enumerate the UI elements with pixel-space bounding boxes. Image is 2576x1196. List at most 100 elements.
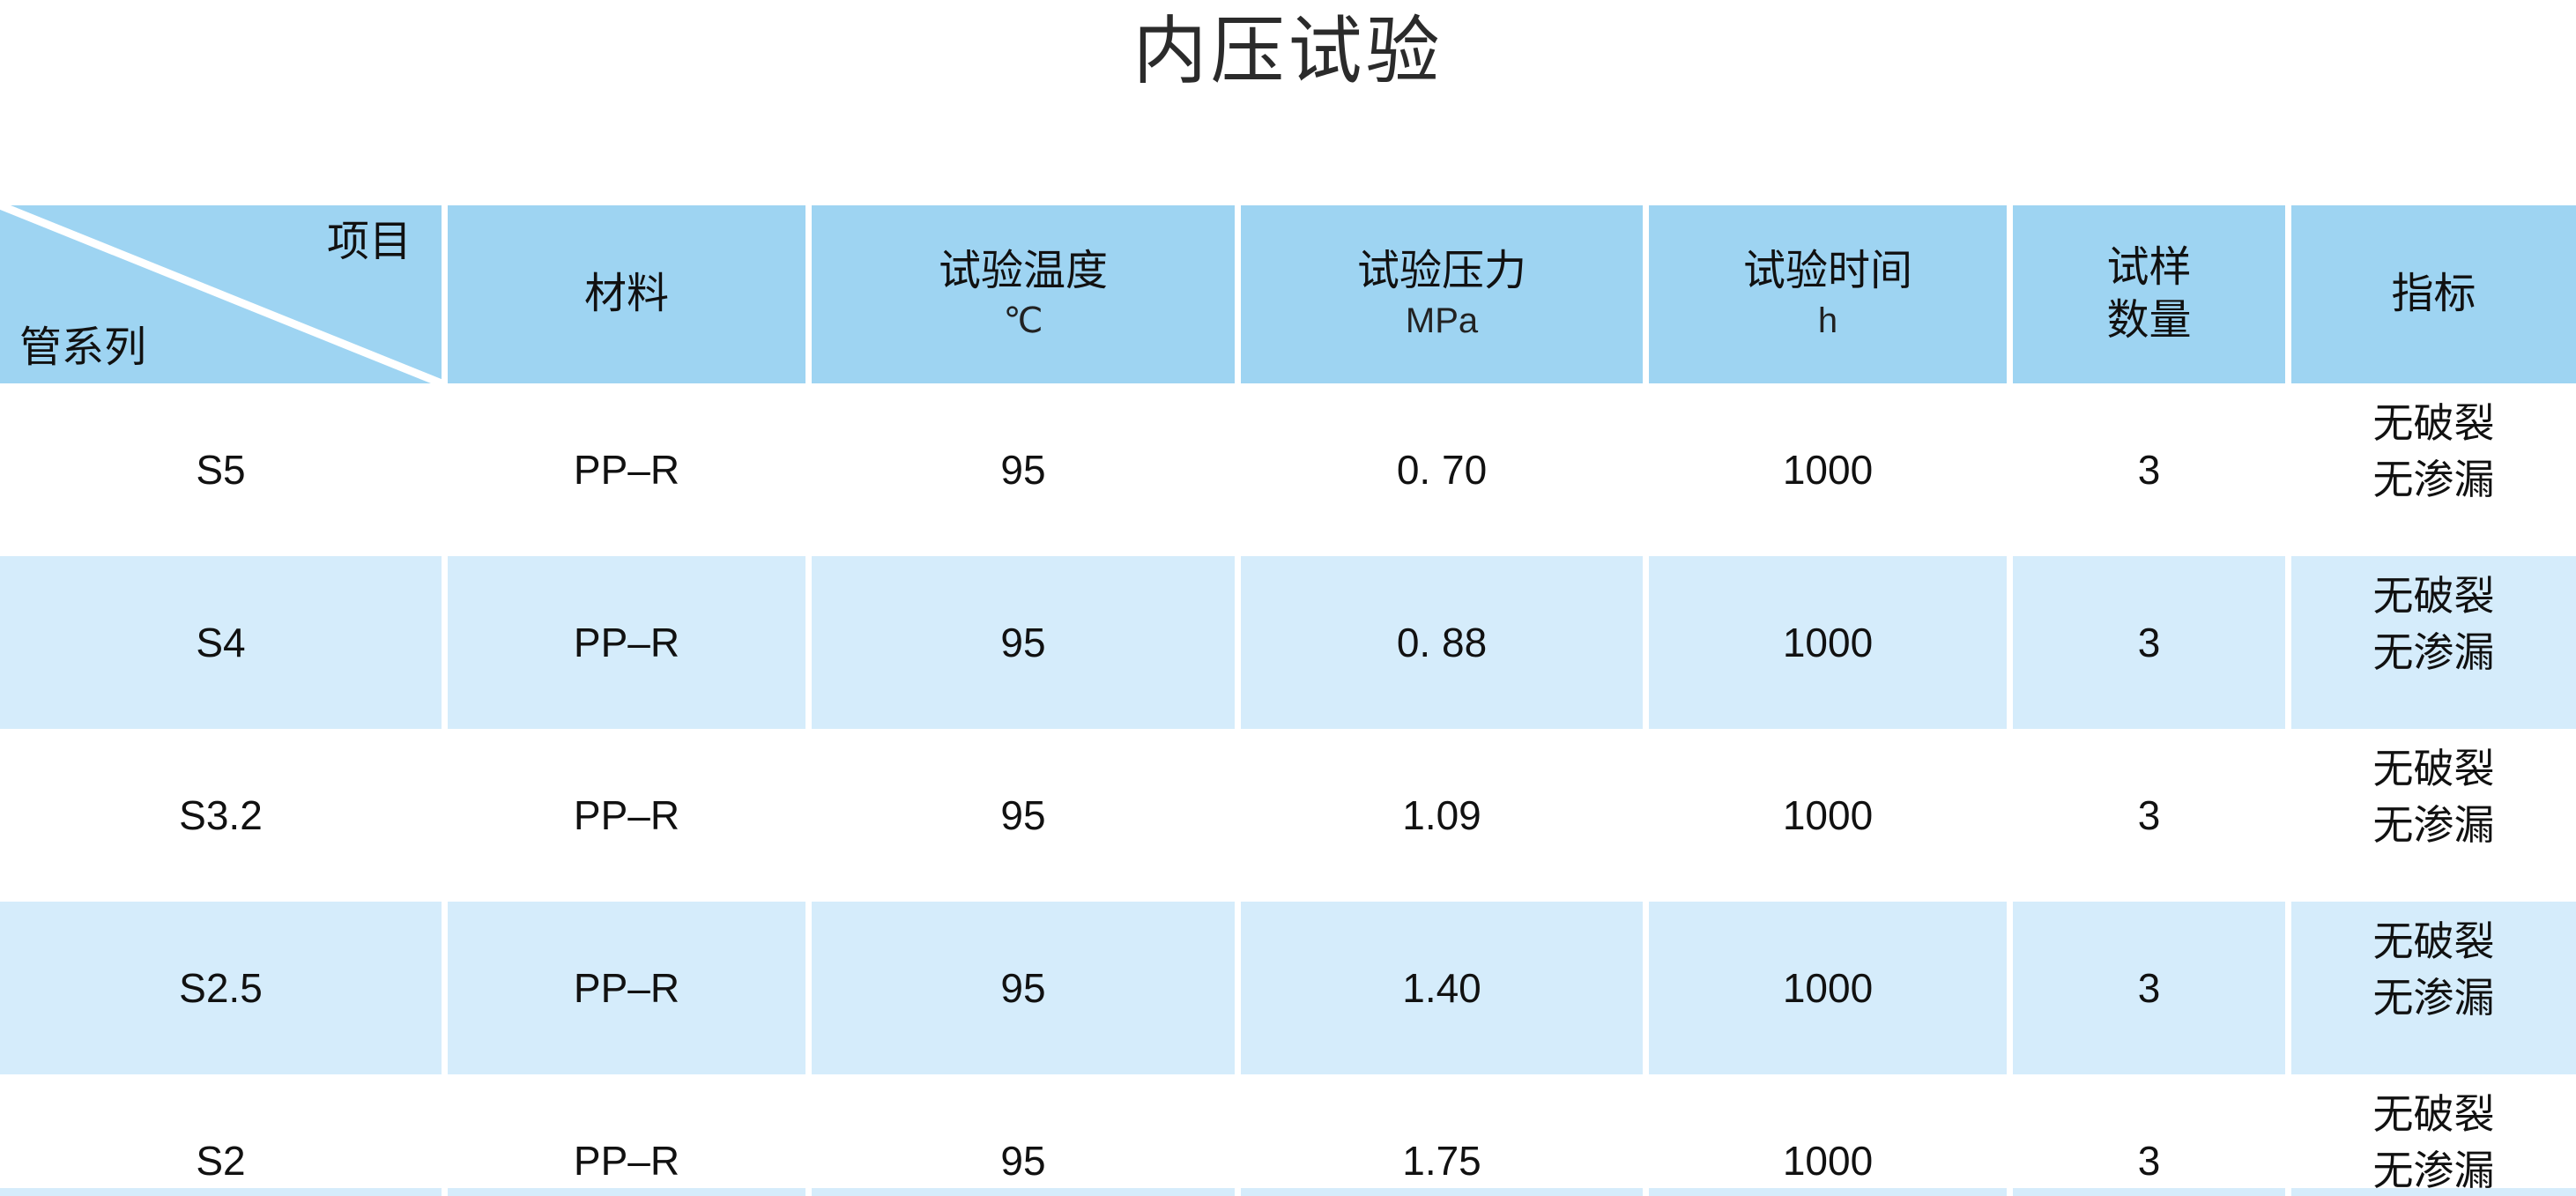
value-temperature: 95 [1000,965,1046,1011]
cell-material: PP–R [448,383,812,556]
cell-pipe-series: S5 [0,383,448,556]
header-label-indicator: 指标 [2391,271,2476,317]
table-row: S2.5 PP–R 95 1.40 1000 3 无破裂 无渗漏 [0,902,2576,1074]
header-unit-pressure: MPa [1405,301,1479,340]
cell-sample-count: 3 [2013,902,2291,1074]
cell-pipe-series: S2.5 [0,902,448,1074]
header-label-time: 试验时间 [1742,248,1912,294]
value-sample-count: 3 [2137,620,2161,665]
next-row-sliver-cell [2013,1188,2291,1196]
value-pipe-series: S2 [196,1138,246,1184]
cell-pressure: 1.75 [1241,1074,1649,1196]
value-temperature: 95 [1000,620,1046,665]
header-cell-temperature: 试验温度 ℃ [812,205,1241,383]
value-pressure: 1.75 [1402,1138,1481,1184]
cell-temperature: 95 [812,556,1241,729]
value-pressure: 0. 88 [1396,620,1488,665]
cell-pressure: 1.09 [1241,729,1649,902]
header-cell-indicator: 指标 [2291,205,2576,383]
cell-sample-count: 3 [2013,729,2291,902]
header-label-material: 材料 [583,271,669,317]
value-material: PP–R [573,447,680,493]
internal-pressure-test-table: 项目 管系列 材料 试验温度 ℃ 试验压力 MPa 试验时间 h 试样 数量 [0,205,2576,1196]
value-indicator-line2: 无渗漏 [2372,457,2495,502]
corner-header-cell: 项目 管系列 [0,205,448,383]
value-sample-count: 3 [2137,447,2161,493]
cell-indicator: 无破裂 无渗漏 [2291,729,2576,902]
next-row-sliver-cell [448,1188,812,1196]
value-pipe-series: S4 [196,620,246,665]
value-indicator-line1: 无破裂 [2372,1091,2495,1137]
cell-pipe-series: S3.2 [0,729,448,902]
next-row-sliver [0,1188,2576,1196]
value-temperature: 95 [1000,792,1046,838]
header-cell-material: 材料 [448,205,812,383]
cell-indicator: 无破裂 无渗漏 [2291,902,2576,1074]
cell-temperature: 95 [812,1074,1241,1196]
next-row-sliver-cell [1649,1188,2013,1196]
cell-indicator: 无破裂 无渗漏 [2291,1074,2576,1196]
value-time: 1000 [1782,620,1874,665]
cell-sample-count: 3 [2013,556,2291,729]
next-row-sliver-cell [812,1188,1241,1196]
cell-time: 1000 [1649,383,2013,556]
cell-pressure: 0. 88 [1241,556,1649,729]
value-material: PP–R [573,1138,680,1184]
cell-indicator: 无破裂 无渗漏 [2291,383,2576,556]
corner-header-series-label: 管系列 [19,324,147,371]
cell-time: 1000 [1649,556,2013,729]
cell-temperature: 95 [812,902,1241,1074]
next-row-sliver-cell [1241,1188,1649,1196]
value-material: PP–R [573,620,680,665]
value-indicator-line2: 无渗漏 [2372,1148,2495,1193]
cell-pressure: 1.40 [1241,902,1649,1074]
cell-time: 1000 [1649,1074,2013,1196]
value-time: 1000 [1782,792,1874,838]
value-indicator-line2: 无渗漏 [2372,975,2495,1021]
next-row-sliver-cell [2291,1188,2576,1196]
cell-indicator: 无破裂 无渗漏 [2291,556,2576,729]
value-material: PP–R [573,965,680,1011]
value-indicator-line1: 无破裂 [2372,746,2495,791]
table-row: S2 PP–R 95 1.75 1000 3 无破裂 无渗漏 [0,1074,2576,1196]
cell-sample-count: 3 [2013,383,2291,556]
header-cell-time: 试验时间 h [1649,205,2013,383]
value-indicator-line1: 无破裂 [2372,573,2495,619]
page-title: 内压试验 [1132,10,1444,93]
value-time: 1000 [1782,965,1874,1011]
value-pipe-series: S5 [196,447,246,493]
header-unit-temperature: ℃ [1003,301,1043,340]
value-pressure: 1.40 [1402,965,1481,1011]
cell-material: PP–R [448,556,812,729]
cell-pressure: 0. 70 [1241,383,1649,556]
header-cell-sample-count: 试样 数量 [2013,205,2291,383]
header-label-temperature: 试验温度 [938,248,1108,294]
value-indicator-line1: 无破裂 [2372,918,2495,964]
next-row-sliver-cell [0,1188,448,1196]
header-label-sample-count-line2: 数量 [2106,297,2192,344]
cell-time: 1000 [1649,729,2013,902]
table-header-row: 项目 管系列 材料 试验温度 ℃ 试验压力 MPa 试验时间 h 试样 数量 [0,205,2576,383]
table-row: S5 PP–R 95 0. 70 1000 3 无破裂 无渗漏 [0,383,2576,556]
value-pipe-series: S2.5 [179,965,263,1011]
cell-temperature: 95 [812,729,1241,902]
header-label-sample-count-line1: 试样 [2106,244,2192,291]
value-time: 1000 [1782,447,1874,493]
value-sample-count: 3 [2137,965,2161,1011]
header-cell-pressure: 试验压力 MPa [1241,205,1649,383]
value-temperature: 95 [1000,1138,1046,1184]
header-unit-time: h [1817,301,1838,340]
table-row: S3.2 PP–R 95 1.09 1000 3 无破裂 无渗漏 [0,729,2576,902]
value-pipe-series: S3.2 [179,792,263,838]
cell-material: PP–R [448,729,812,902]
value-pressure: 1.09 [1402,792,1481,838]
cell-sample-count: 3 [2013,1074,2291,1196]
value-indicator-line2: 无渗漏 [2372,629,2495,675]
value-sample-count: 3 [2137,1138,2161,1184]
cell-pipe-series: S4 [0,556,448,729]
value-time: 1000 [1782,1138,1874,1184]
cell-temperature: 95 [812,383,1241,556]
value-indicator-line2: 无渗漏 [2372,802,2495,848]
table-row: S4 PP–R 95 0. 88 1000 3 无破裂 无渗漏 [0,556,2576,729]
value-material: PP–R [573,792,680,838]
